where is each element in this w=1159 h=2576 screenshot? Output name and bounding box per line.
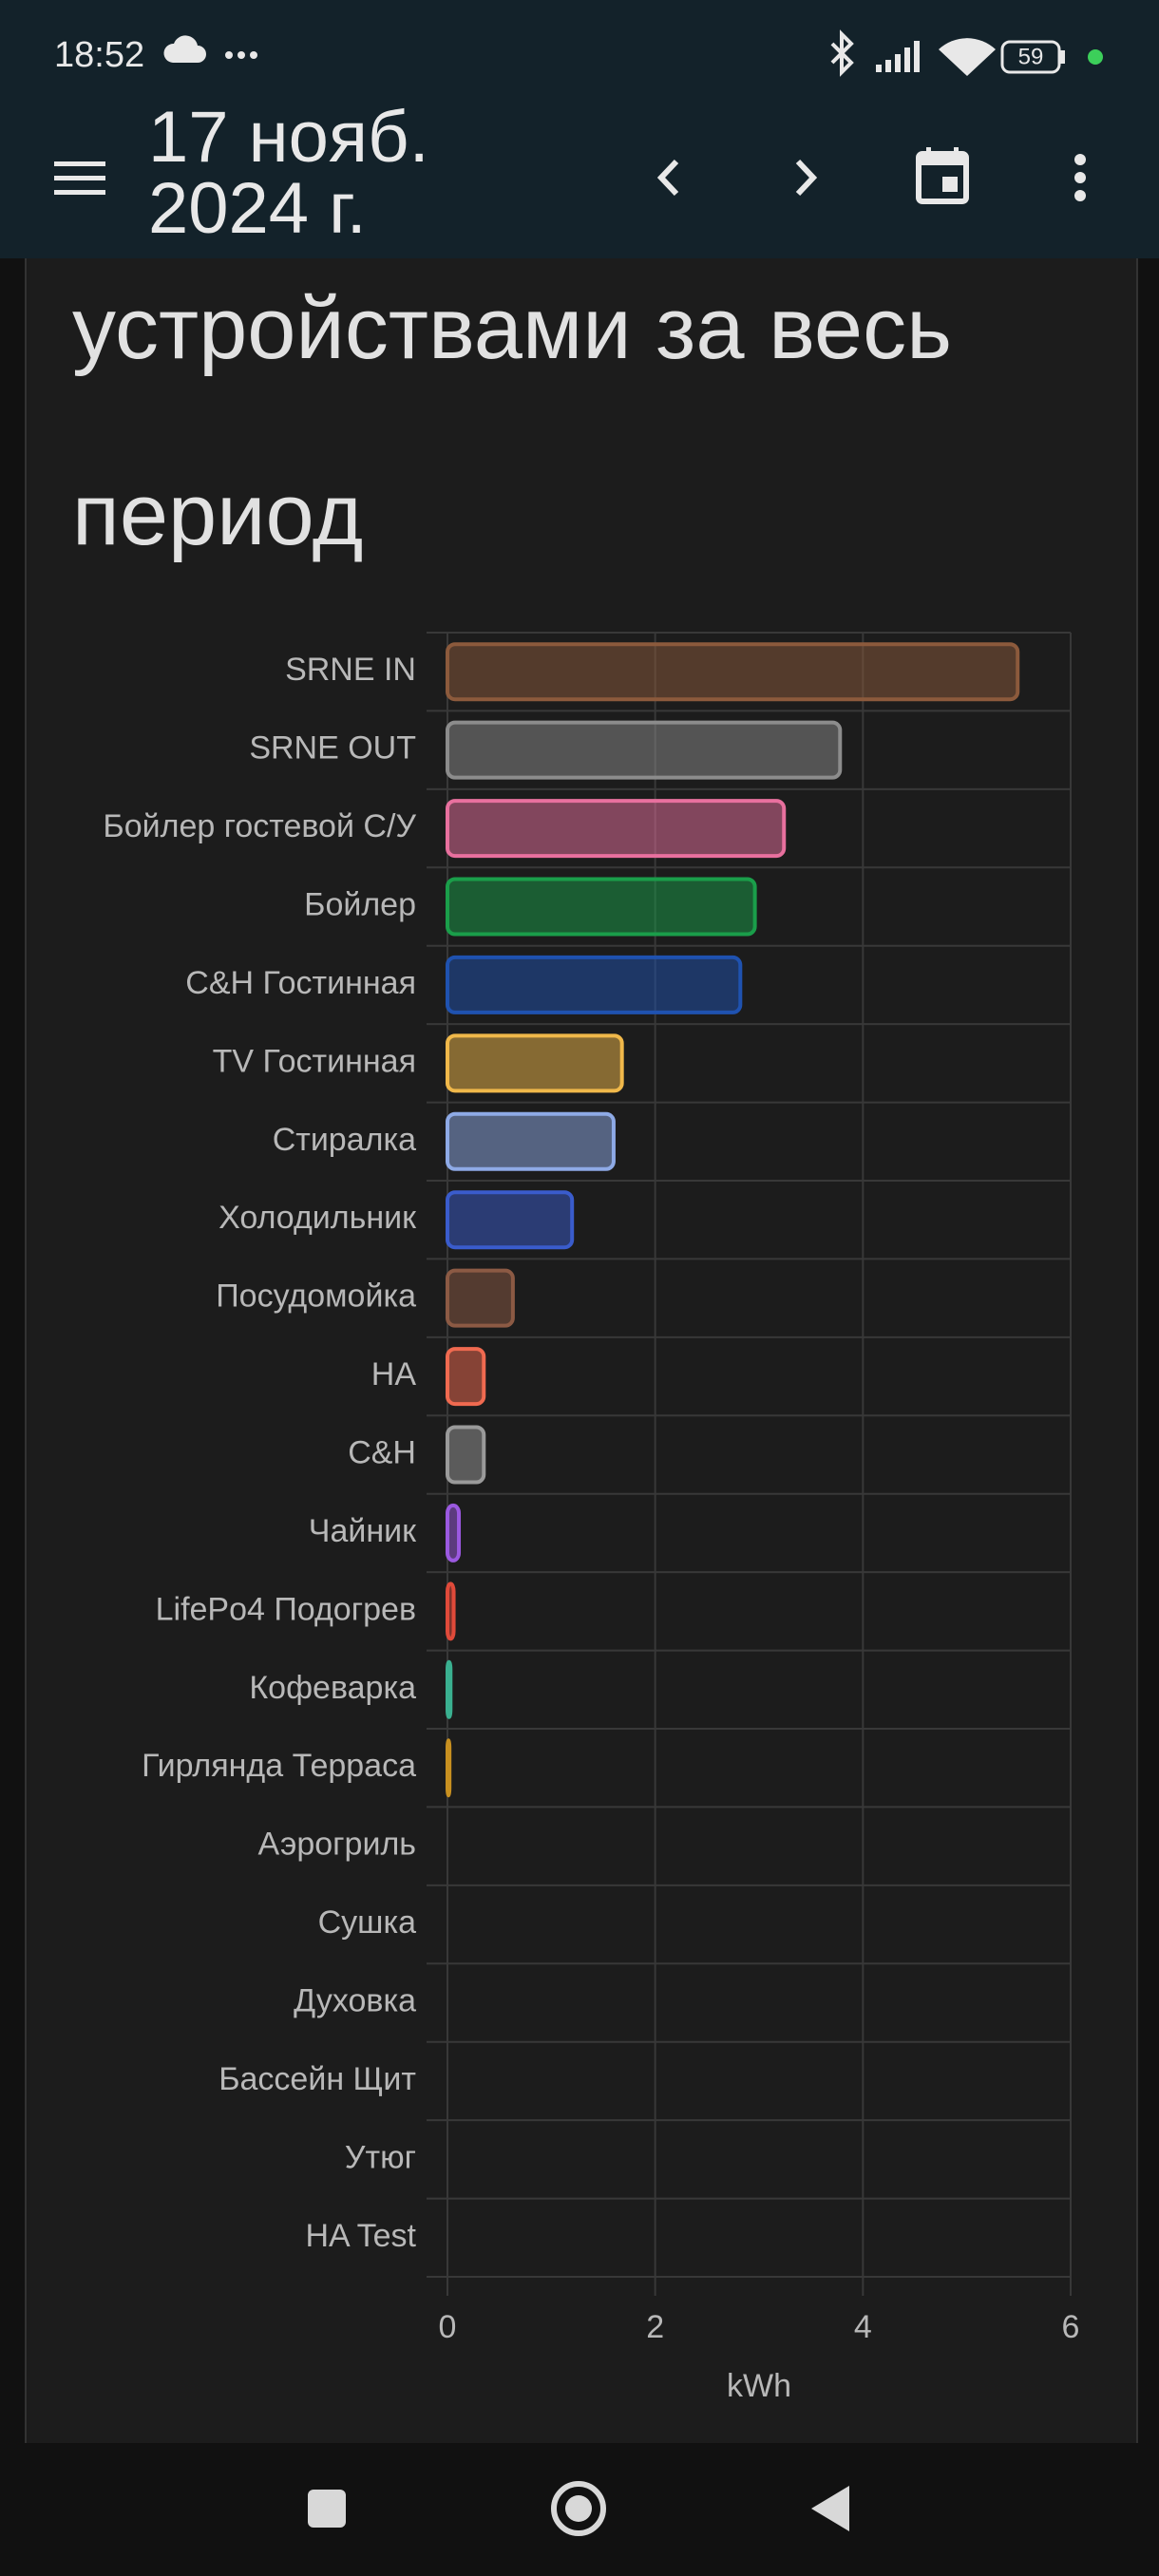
y-tick-label: Холодильник [218, 1200, 417, 1236]
chart: kWh 0 2 4 6 SRNE IN SRNE OUT Бойлер гостевой С… [103, 632, 1080, 2404]
x-tick-label: 6 [1062, 2309, 1080, 2345]
date-line: 2024 г. [148, 168, 367, 249]
y-tick-label: Бойлер гостевой С/У [103, 808, 416, 844]
x-tick-label: 0 [439, 2309, 457, 2345]
x-tick-label: 4 [854, 2309, 872, 2345]
date-line: 17 нояб. [148, 97, 429, 178]
recents-button[interactable] [308, 2490, 346, 2528]
bar [446, 1659, 453, 1719]
overflow-menu[interactable] [1074, 154, 1086, 201]
status-time: 18:52 [54, 35, 144, 75]
y-tick-label: LifePo4 Подогрев [156, 1591, 416, 1627]
wifi-icon [939, 38, 996, 76]
bar [446, 1503, 462, 1563]
prev-button[interactable] [656, 159, 679, 197]
y-tick-label: TV Гостинная [213, 1043, 416, 1079]
y-tick-label: SRNE IN [285, 652, 416, 688]
top-bar: 18:52 59 17 нояб. 2024 г. [0, 0, 1159, 258]
battery-icon [1000, 40, 1061, 74]
card [25, 0, 1138, 2443]
bar [446, 642, 1020, 702]
signal-icon [876, 41, 920, 72]
y-tick-label: HA Test [305, 2218, 416, 2254]
bar [446, 1111, 616, 1171]
y-tick-label: Утюг [345, 2139, 416, 2175]
y-tick-label: Гирлянда Терраса [142, 1748, 416, 1784]
nav-bar [0, 2443, 1159, 2576]
battery-level: 59 [1018, 44, 1044, 69]
y-tick-label: SRNE OUT [249, 730, 416, 767]
y-tick-label: Бассейн Щит [218, 2061, 416, 2097]
cloud-icon [163, 35, 206, 63]
y-tick-label: Бойлер [304, 886, 416, 922]
bar [446, 1347, 486, 1407]
bar [446, 720, 843, 780]
back-button[interactable] [811, 2486, 849, 2531]
bar [446, 877, 757, 937]
y-tick-label: HA [371, 1356, 417, 1392]
y-tick-label: Посудомойка [216, 1279, 416, 1315]
y-tick-label: C&H [348, 1434, 416, 1470]
y-tick-label: C&H Гостинная [185, 965, 416, 1001]
bluetooth-icon [830, 29, 854, 77]
more-dots [225, 51, 257, 59]
card-title: устройствами за весь период [72, 280, 953, 563]
x-tick-label: 2 [646, 2309, 664, 2345]
battery-tip [1060, 50, 1065, 64]
bar [446, 1738, 452, 1798]
y-tick-label: Стиралка [273, 1122, 416, 1158]
home-button[interactable] [551, 2481, 606, 2536]
bar [446, 955, 743, 1014]
y-tick-label: Духовка [294, 1982, 416, 2018]
x-axis-label: kWh [727, 2368, 791, 2404]
bar [446, 1425, 486, 1485]
next-button[interactable] [795, 159, 818, 197]
y-tick-label: Сушка [318, 1904, 416, 1941]
bar [446, 1190, 575, 1250]
y-tick-label: Кофеварка [249, 1670, 416, 1706]
bar [446, 1033, 624, 1093]
y-tick-label: Аэрогриль [258, 1827, 416, 1863]
menu-button[interactable] [54, 161, 105, 195]
status-dot [1088, 49, 1103, 65]
bar [446, 1268, 515, 1328]
bar [446, 1582, 456, 1641]
calendar-button[interactable] [916, 147, 969, 204]
bar [446, 799, 787, 859]
y-tick-label: Чайник [309, 1513, 417, 1549]
